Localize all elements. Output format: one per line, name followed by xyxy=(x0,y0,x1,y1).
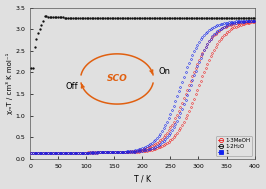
Y-axis label: χₘT / cm³ K mol⁻¹: χₘT / cm³ K mol⁻¹ xyxy=(6,53,13,114)
Legend: 1·3MeOH, 1·2H₂O, 1: 1·3MeOH, 1·2H₂O, 1 xyxy=(216,136,252,156)
X-axis label: T / K: T / K xyxy=(134,174,151,184)
Text: Off: Off xyxy=(65,82,78,91)
Text: On: On xyxy=(158,67,170,76)
Text: SCO: SCO xyxy=(107,74,127,84)
